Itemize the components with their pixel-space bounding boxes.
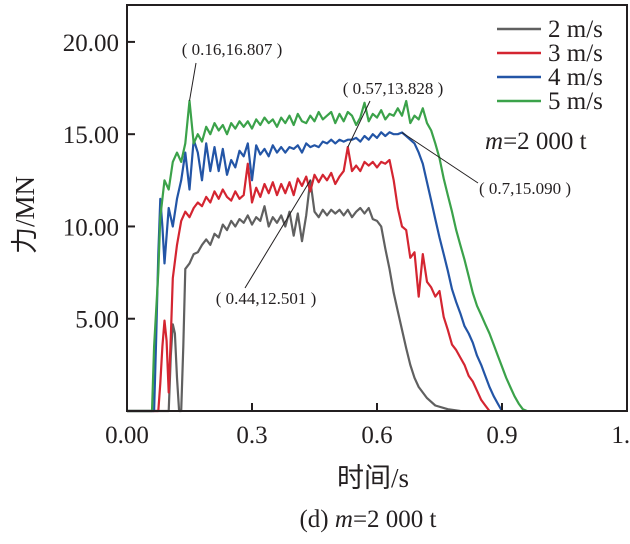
series-line-1 [127,146,491,413]
x-axis-title: 时间/s [337,463,409,493]
mass-label: m=2 000 t [485,128,587,155]
y-tick-label-3: 20.00 [63,30,119,57]
series-line-3 [127,99,528,413]
caption-suffix: =2 000 t [353,506,437,533]
x-tick-label-2: 0.6 [361,422,392,449]
mass-label-var: m [485,128,503,155]
series-line-0 [127,179,461,413]
series-lines [127,99,528,413]
x-tick-label-3: 0.9 [486,422,517,449]
x-tick-label-4: 1.2 [611,422,630,449]
annotation-leader-2 [401,132,479,184]
legend-label-0: 2 m/s [548,16,603,43]
legend: 2 m/s3 m/s4 m/s5 m/s [497,16,603,115]
caption-var: m [335,506,353,533]
caption-prefix: (d) [299,506,334,533]
y-tick-label-2: 15.00 [63,122,119,149]
y-tick-label-0: 5.00 [75,307,119,334]
annotation-label-2: ( 0.7,15.090 ) [479,179,571,198]
annotations: ( 0.16,16.807 ) ( 0.57,13.828 ) ( 0.7,15.0… [182,40,571,308]
x-tick-label-1: 0.3 [236,422,267,449]
annotation-leader-1 [347,100,371,148]
legend-label-2: 4 m/s [548,64,603,91]
annotation-label-1: ( 0.57,13.828 ) [343,79,444,98]
annotation-label-0: ( 0.16,16.807 ) [182,40,283,59]
x-tick-label-0: 0.00 [105,422,149,449]
y-axis-title: 力/MN [10,176,40,254]
annotation-label-3: ( 0.44,12.501 ) [216,289,317,308]
annotation-leader-3 [244,180,311,289]
series-line-2 [127,131,503,413]
legend-label-1: 3 m/s [548,40,603,67]
legend-label-3: 5 m/s [548,88,603,115]
axes: 0.00 0.3 0.6 0.9 1.2 5.00 10.00 15.00 20.00 [63,4,630,449]
y-tick-label-1: 10.00 [63,214,119,241]
figure-caption: (d) m=2 000 t [299,506,436,533]
mass-label-value: =2 000 t [503,128,587,155]
annotation-leader-0 [189,62,197,101]
